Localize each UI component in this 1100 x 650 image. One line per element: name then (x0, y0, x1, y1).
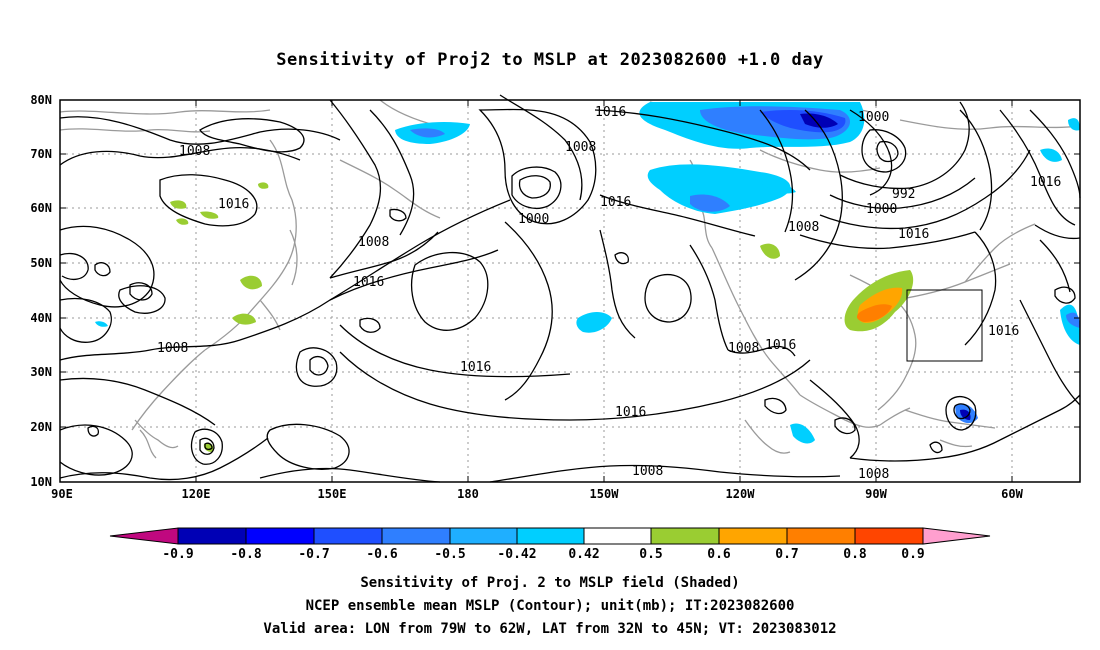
contour-label: 992 (892, 187, 915, 202)
lat-tick-label: 60N (30, 201, 52, 215)
contour-label: 1016 (615, 405, 646, 420)
colorbar-swatch (854, 527, 924, 545)
contour-label: 1008 (858, 467, 889, 482)
lat-tick-label: 10N (30, 475, 52, 489)
colorbar-label: -0.42 (497, 547, 536, 562)
contour-label: 1016 (600, 195, 631, 210)
lon-tick-label: 90W (865, 487, 887, 501)
colorbar (109, 527, 991, 545)
lat-tick-label: 80N (30, 93, 52, 107)
contour-label: 1016 (353, 275, 384, 290)
colorbar-swatch (786, 527, 856, 545)
colorbar-label: -0.8 (230, 547, 261, 562)
colorbar-min-triangle (109, 527, 179, 545)
lat-tick-label: 30N (30, 365, 52, 379)
contour-label: 1016 (218, 197, 249, 212)
contour-label: 1000 (858, 110, 889, 125)
colorbar-label: -0.6 (366, 547, 397, 562)
colorbar-label: 0.9 (901, 547, 924, 562)
colorbar-swatch (583, 527, 652, 545)
valid-area-box (906, 289, 983, 362)
lat-tick-label: 70N (30, 147, 52, 161)
colorbar-swatch (449, 527, 518, 545)
colorbar-swatch (177, 527, 247, 545)
map-background (60, 100, 1080, 482)
lon-tick-label: 150W (590, 487, 620, 501)
colorbar-swatch (381, 527, 451, 545)
colorbar-swatch (313, 527, 383, 545)
lat-tick-label: 20N (30, 420, 52, 434)
colorbar-label: 0.7 (775, 547, 798, 562)
lon-tick-label: 90E (51, 487, 73, 501)
colorbar-max-triangle (922, 527, 991, 545)
colorbar-swatch (516, 527, 585, 545)
colorbar-label: 0.42 (568, 547, 599, 562)
lon-tick-label: 180 (457, 487, 479, 501)
colorbar-label: 0.8 (843, 547, 867, 562)
lon-tick-label: 120E (182, 487, 211, 501)
colorbar-label: -0.9 (162, 547, 193, 562)
contour-label: 1016 (988, 324, 1019, 339)
contour-label: 1000 (866, 202, 897, 217)
colorbar-swatch (718, 527, 788, 545)
colorbar-labels: -0.9 -0.8 -0.7 -0.6 -0.5 -0.42 0.42 0.5 … (162, 547, 924, 562)
chart-title: Sensitivity of Proj2 to MSLP at 20230826… (276, 50, 824, 70)
contour-label: 1000 (518, 212, 549, 227)
lon-axis: 90E 120E 150E 180 150W 120W 90W 60W (51, 487, 1023, 501)
caption-line-2: NCEP ensemble mean MSLP (Contour); unit(… (305, 598, 795, 614)
colorbar-label: -0.5 (434, 547, 465, 562)
contour-label: 1016 (765, 338, 796, 353)
contour-label: 1008 (565, 140, 596, 155)
lon-tick-label: 60W (1001, 487, 1023, 501)
colorbar-swatch (650, 527, 720, 545)
mslp-contours (59, 94, 1081, 483)
lat-lon-grid (60, 100, 1080, 482)
colorbar-label: -0.7 (298, 547, 329, 562)
contour-label: 1016 (898, 227, 929, 242)
lat-tick-label: 40N (30, 311, 52, 325)
colorbar-label: 0.5 (639, 547, 662, 562)
contour-label: 1016 (460, 360, 491, 375)
contour-label: 1008 (179, 144, 210, 159)
contour-label: 1008 (157, 341, 188, 356)
contour-label: 1008 (358, 235, 389, 250)
map-frame (59, 99, 1081, 483)
contour-labels: 1016 1000 1008 1008 992 1016 1016 1000 1… (157, 105, 1061, 482)
shaded-sensitivity (95, 102, 1080, 452)
lon-tick-label: 150E (318, 487, 347, 501)
caption-line-3: Valid area: LON from 79W to 62W, LAT fro… (263, 621, 837, 637)
contour-label: 1016 (1030, 175, 1061, 190)
contour-label: 1008 (728, 341, 759, 356)
contour-label: 1016 (595, 105, 626, 120)
contour-label: 1008 (632, 464, 663, 479)
colorbar-swatch (245, 527, 315, 545)
tick-marks (60, 99, 1080, 483)
lat-tick-label: 50N (30, 256, 52, 270)
contour-label: 1008 (788, 220, 819, 235)
caption-line-1: Sensitivity of Proj. 2 to MSLP field (Sh… (360, 575, 740, 591)
lon-tick-label: 120W (726, 487, 756, 501)
lat-axis: 80N 70N 60N 50N 40N 30N 20N 10N (30, 93, 52, 489)
colorbar-label: 0.6 (707, 547, 731, 562)
